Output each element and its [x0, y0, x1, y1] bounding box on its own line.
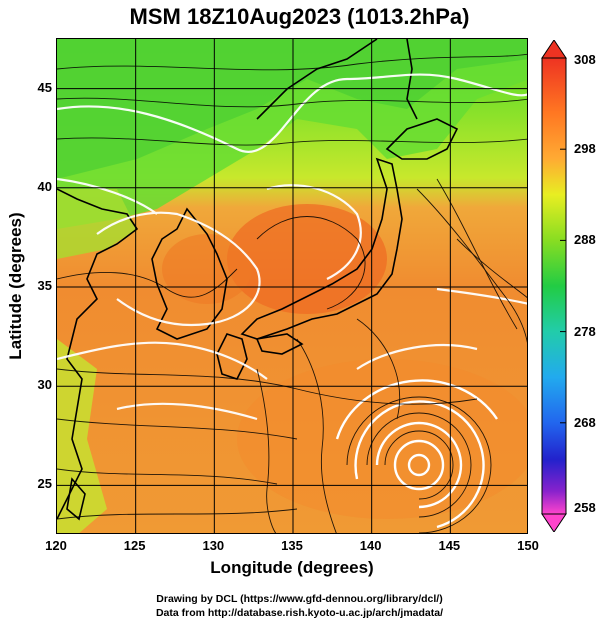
typhoon-ring-2 — [393, 439, 445, 491]
streamline-14 — [346, 396, 492, 533]
typhoon-ring-1 — [407, 453, 431, 477]
streamline-6 — [57, 368, 478, 405]
typhoon-arc-1 — [375, 421, 463, 509]
coast-russia — [256, 39, 378, 120]
y-tick-2: 35 — [37, 278, 52, 293]
credit-drawing: Drawing by DCL (https://www.gfd-dennou.o… — [156, 593, 443, 605]
x-tick-3: 135 — [281, 538, 303, 553]
streamline-2 — [57, 97, 527, 108]
streamline-10 — [416, 188, 527, 344]
y-axis-label: Latitude (degrees) — [6, 212, 25, 360]
yellow-band-shandong — [57, 189, 137, 259]
y-tick-0: 45 — [37, 79, 52, 95]
typhoon-arc-3 — [335, 379, 498, 440]
streamline-1 — [57, 53, 527, 71]
x-tick-0: 120 — [45, 538, 67, 553]
colorbar — [541, 40, 567, 532]
colorbar-tick-3: 278 — [574, 323, 596, 339]
streamline-13 — [366, 412, 472, 518]
x-tick-2: 130 — [202, 538, 225, 553]
coast-shikoku — [255, 333, 304, 355]
streamline-5 — [256, 216, 366, 310]
map-panel — [56, 38, 528, 534]
coast-korea — [151, 207, 228, 340]
colorbar-tick-2: 288 — [574, 232, 596, 248]
x-tick-1: 125 — [123, 538, 146, 553]
colorbar-bottom-arrow — [541, 513, 567, 532]
streamline-18 — [456, 238, 527, 298]
streamline-3 — [57, 137, 527, 146]
typhoon-arc-2 — [354, 400, 485, 529]
coast-sakhalin — [406, 39, 418, 120]
streamline-7 — [57, 418, 298, 440]
isotherm-6 — [116, 402, 258, 421]
y-tick-3: 30 — [37, 377, 52, 393]
streamline-16 — [256, 368, 277, 533]
map-canvas — [57, 39, 527, 533]
map-title: MSM 18Z10Aug2023 (1013.2hPa) — [129, 4, 470, 29]
isotherm-5 — [57, 341, 268, 380]
typhoon-spiral — [335, 379, 498, 529]
streamlines — [57, 53, 527, 533]
isotherm-1 — [57, 73, 527, 153]
isotherm-8 — [356, 343, 478, 370]
y-tick-1: 40 — [37, 178, 52, 194]
y-tick-4: 25 — [37, 476, 52, 492]
streamline-15 — [296, 338, 337, 533]
x-tick-4: 140 — [359, 538, 382, 553]
streamline-9 — [57, 508, 298, 520]
colorbar-gradient — [541, 57, 567, 515]
x-tick-6: 150 — [517, 538, 539, 553]
credit-data: Data from http://database.rish.kyoto-u.a… — [155, 607, 444, 619]
graticule — [57, 39, 527, 533]
streamline-8 — [57, 468, 278, 485]
isotherm-2 — [57, 177, 158, 215]
colorbar-tick-0: 308 — [574, 52, 596, 67]
isotherm-contours — [57, 73, 527, 421]
coast-china — [57, 188, 139, 520]
isotherm-3 — [96, 211, 261, 327]
colorbar-tick-1: 298 — [574, 141, 596, 157]
isotherm-4 — [266, 184, 362, 280]
colorbar-top-arrow — [541, 40, 567, 59]
yellow-band-china — [57, 339, 107, 533]
warm-region-south — [237, 359, 527, 519]
x-tick-5: 145 — [438, 538, 461, 553]
coast-taiwan — [66, 477, 86, 521]
streamline-12 — [384, 430, 454, 500]
isotherm-7 — [436, 287, 527, 305]
streamline-11 — [436, 178, 518, 330]
warm-core-sea-of-japan — [227, 204, 387, 314]
x-axis-label: Longitude (degrees) — [210, 558, 374, 577]
colorbar-tick-4: 268 — [574, 414, 596, 430]
streamline-17 — [356, 318, 401, 420]
coast-hokkaido — [385, 118, 459, 160]
colorbar-tick-5: 258 — [574, 500, 596, 515]
